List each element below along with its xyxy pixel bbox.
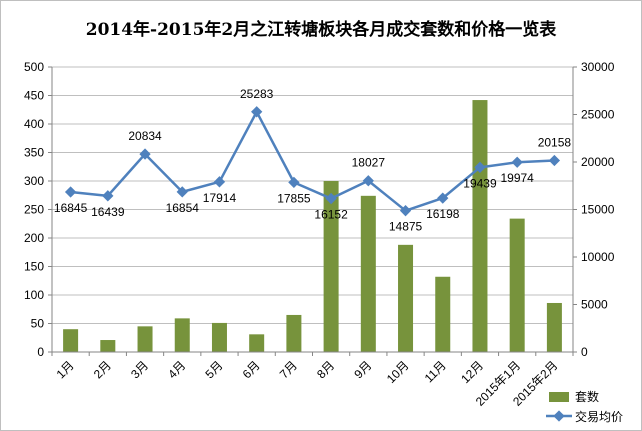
line-point: [437, 192, 449, 204]
bar: [435, 276, 451, 352]
data-label: 14875: [389, 220, 423, 234]
x-axis-tick-label: 5月: [202, 358, 225, 381]
bar: [174, 318, 190, 352]
data-label: 17855: [277, 191, 311, 205]
bar-series: [63, 100, 562, 352]
bar: [249, 334, 265, 352]
legend: 套数 交易均价: [546, 389, 623, 424]
bar: [211, 322, 227, 352]
left-axis-tick-label: 150: [24, 260, 44, 274]
left-axis-tick-label: 500: [24, 60, 44, 74]
data-label: 18027: [352, 156, 386, 170]
line-point: [213, 176, 226, 188]
data-label: 17914: [203, 191, 237, 205]
data-label: 20158: [538, 135, 572, 149]
data-label: 19439: [463, 176, 497, 190]
line-point: [325, 192, 337, 205]
line-point: [474, 161, 486, 173]
x-axis-tick-label: 2月: [91, 358, 114, 381]
chart-title: 2014年-2015年2月之江转塘板块各月成交套数和价格一览表: [85, 20, 557, 40]
x-axis-tick-label: 9月: [351, 358, 374, 381]
right-axis-tick-label: 30000: [581, 60, 615, 74]
data-label: 19974: [500, 171, 534, 185]
x-axis-tick-label: 10月: [384, 358, 412, 386]
bar: [137, 326, 153, 352]
bar: [100, 340, 116, 352]
right-axis-tick-label: 0: [581, 345, 588, 359]
bar: [546, 302, 562, 352]
right-axis-tick-label: 5000: [581, 298, 608, 312]
line-point: [251, 106, 263, 118]
x-axis-tick-label: 8月: [314, 358, 337, 381]
bar: [323, 181, 339, 352]
line-point: [139, 148, 151, 160]
data-label: 16845: [54, 201, 88, 215]
bar: [509, 218, 525, 352]
right-axis-tick-label: 10000: [581, 250, 615, 264]
x-axis-tick-label: 11月: [422, 358, 449, 385]
legend-bar-label: 套数: [575, 389, 599, 404]
left-axis-tick-label: 450: [24, 89, 44, 103]
x-axis-tick-label: 6月: [240, 358, 263, 381]
data-label: 16152: [314, 208, 348, 222]
gridlines: [52, 66, 573, 324]
legend-line-marker: [553, 410, 565, 422]
right-axis-tick-label: 25000: [581, 108, 615, 122]
x-axis-tick-label: 1月: [54, 358, 77, 381]
x-axis-tick-label: 7月: [277, 358, 300, 381]
price-line: [70, 110, 555, 212]
left-axis-tick-label: 50: [31, 317, 45, 331]
left-axis-tick-label: 0: [37, 345, 44, 359]
bar: [398, 244, 414, 352]
bar: [286, 314, 302, 352]
left-axis-tick-label: 200: [24, 231, 44, 245]
line-point: [64, 186, 77, 198]
line-point: [511, 156, 523, 168]
axes: 0501001502002503003504004505000500010000…: [24, 60, 615, 409]
left-axis-tick-label: 250: [24, 203, 44, 217]
line-point: [176, 186, 188, 198]
line-point: [288, 176, 300, 189]
legend-line-label: 交易均价: [575, 409, 623, 424]
bar: [63, 329, 79, 352]
legend-bar-swatch: [549, 392, 569, 402]
line-point: [362, 175, 374, 187]
line-point: [548, 154, 561, 167]
x-axis-tick-label: 4月: [165, 358, 188, 381]
right-axis-tick-label: 15000: [581, 203, 615, 217]
data-label: 25283: [240, 87, 274, 101]
line-point: [399, 205, 412, 217]
x-axis-tick-label: 3月: [128, 358, 151, 381]
left-axis-tick-label: 300: [24, 174, 44, 188]
bar: [472, 100, 488, 352]
bar: [360, 195, 376, 352]
data-label: 20834: [128, 129, 162, 143]
left-axis-tick-label: 100: [24, 288, 44, 302]
data-label: 16198: [426, 207, 460, 221]
left-axis-tick-label: 400: [24, 117, 44, 131]
data-label: 16439: [91, 205, 125, 219]
x-axis-tick-label: 12月: [458, 358, 486, 386]
right-axis-tick-label: 20000: [581, 155, 615, 169]
left-axis-tick-label: 350: [24, 146, 44, 160]
data-label: 16854: [166, 201, 200, 215]
